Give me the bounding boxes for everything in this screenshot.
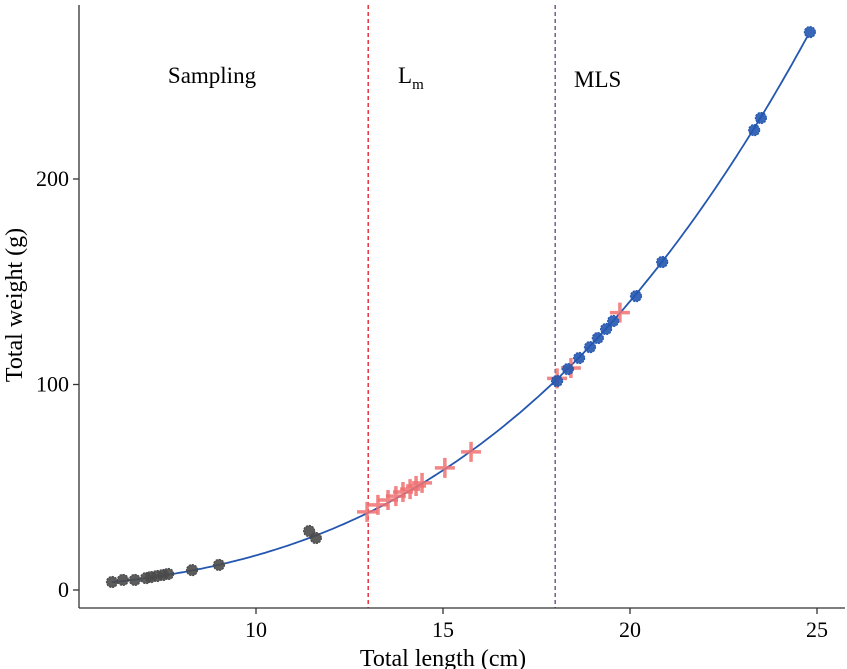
y-axis-label: Total weight (g): [2, 228, 28, 382]
data-point-circle: [212, 558, 226, 572]
x-axis-label: Total length (cm): [360, 646, 526, 669]
data-point-circle: [550, 374, 564, 388]
data-point-circle: [656, 255, 669, 269]
x-tick-label: 10: [245, 617, 267, 642]
data-point-circle: [583, 340, 597, 354]
y-tick-label: 200: [36, 166, 69, 191]
data-point-circle: [309, 531, 322, 545]
data-point-cross: [367, 494, 388, 515]
data-point-circle: [116, 573, 129, 587]
data-point-circle: [607, 314, 620, 328]
y-tick-label: 100: [36, 372, 69, 397]
data-point-circle: [561, 362, 575, 376]
data-point-cross: [357, 501, 378, 522]
y-tick-label: 0: [58, 577, 69, 602]
x-tick-label: 25: [806, 617, 828, 642]
annotation-mls: MLS: [574, 67, 621, 92]
data-point-circle: [748, 123, 761, 137]
annotation-sampling: Sampling: [168, 63, 257, 88]
data-point-circle: [185, 563, 199, 577]
data-point-circle: [599, 322, 613, 336]
x-tick-label: 20: [619, 617, 641, 642]
data-point-circle: [105, 575, 119, 589]
data-point-circle: [303, 524, 316, 538]
annotation-lm: Lm: [398, 63, 424, 93]
data-point-circle: [591, 331, 604, 345]
data-point-circle: [162, 567, 175, 581]
data-point-circle: [629, 290, 643, 303]
data-point-cross: [434, 457, 455, 478]
data-point-circle: [803, 25, 816, 39]
data-point-cross: [609, 302, 630, 323]
x-tick-label: 15: [432, 617, 454, 642]
fit-curve: [111, 35, 809, 584]
data-point-cross: [412, 472, 433, 493]
data-point-circle: [754, 111, 768, 125]
data-point-circle: [128, 573, 141, 587]
data-point-cross: [461, 441, 482, 462]
data-point-circle: [573, 351, 586, 365]
